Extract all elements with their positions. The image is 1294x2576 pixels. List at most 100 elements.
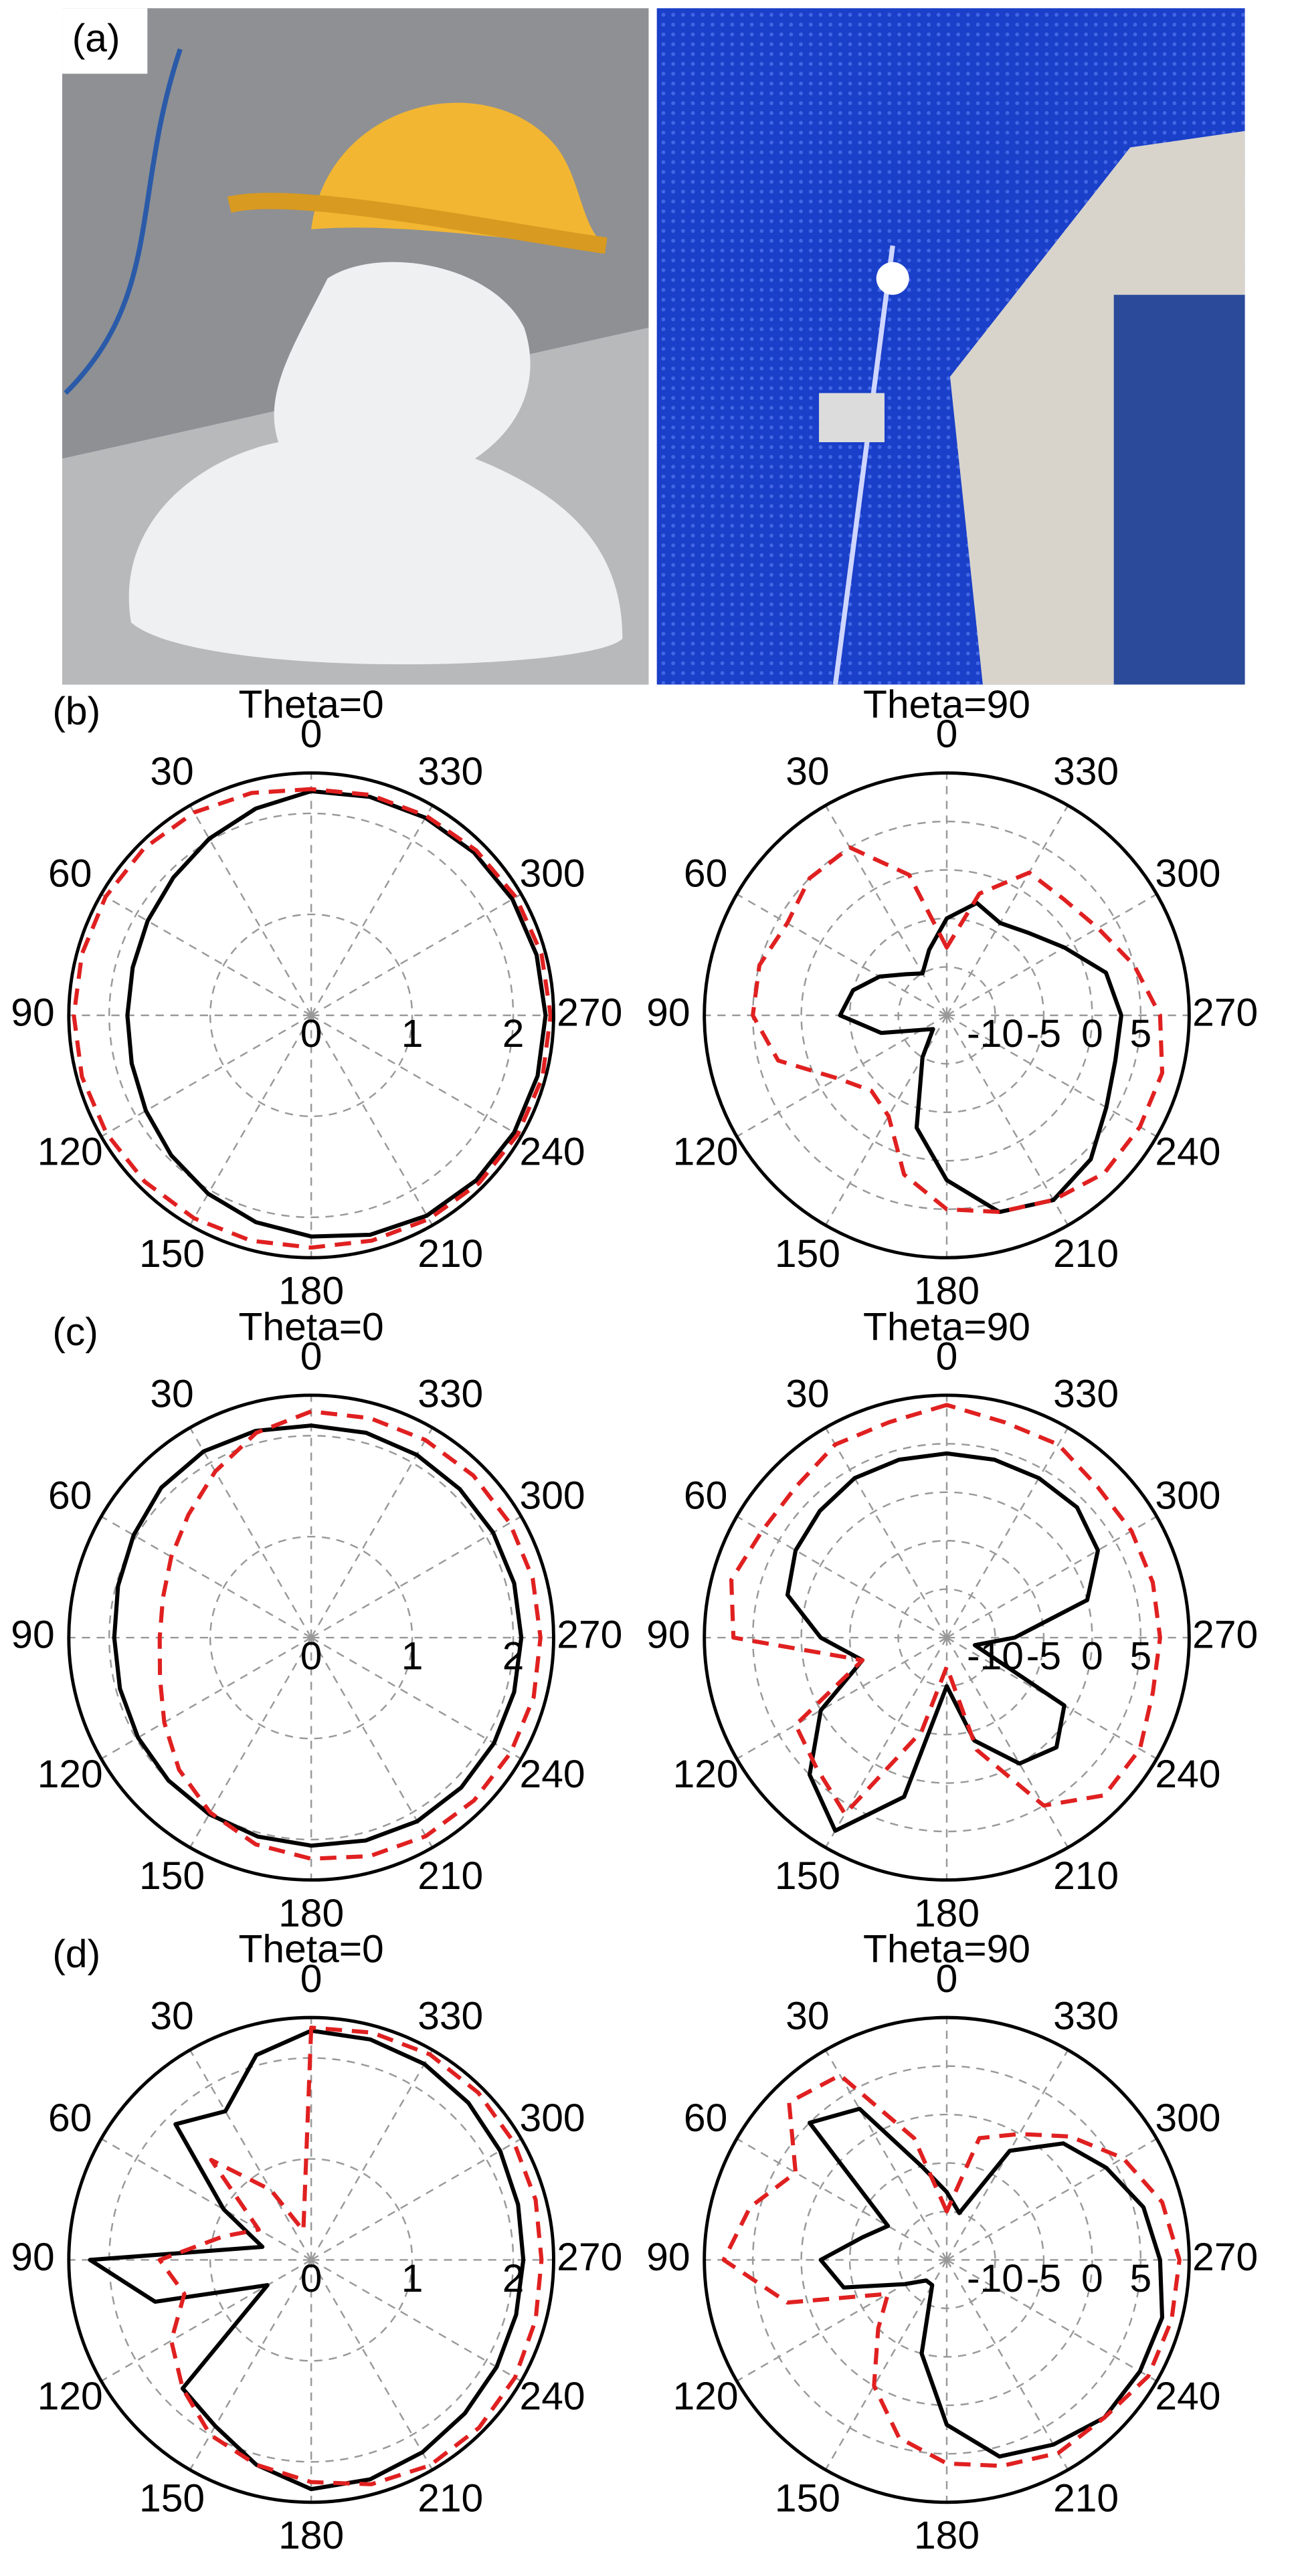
theta-tick-label: 330 xyxy=(1053,750,1119,793)
grid-spoke xyxy=(310,1015,434,1226)
grid-ring xyxy=(848,917,1045,1114)
theta-tick-label: 180 xyxy=(278,1270,344,1313)
grid-spoke xyxy=(100,893,312,1016)
theta-tick-label: 240 xyxy=(520,1753,585,1796)
theta-tick-label: 330 xyxy=(1053,1995,1119,2038)
theta-tick-label: 300 xyxy=(1155,852,1220,895)
theta-tick-label: 90 xyxy=(11,991,54,1034)
grid-spoke xyxy=(736,2259,947,2382)
theta-tick-label: 0 xyxy=(300,1957,322,2001)
grid-spoke xyxy=(824,2050,948,2261)
theta-tick-label: 210 xyxy=(418,1854,483,1898)
grid-spoke xyxy=(189,2050,312,2261)
polar-frame xyxy=(703,2015,1191,2504)
grid-spoke xyxy=(189,805,312,1016)
theta-tick-label: 0 xyxy=(936,1335,958,1379)
panel-label: (c) xyxy=(52,1310,98,1354)
grid-spoke xyxy=(824,1637,948,1848)
theta-tick-label: 120 xyxy=(37,1130,103,1173)
series-line xyxy=(157,2025,544,2486)
grid-ring xyxy=(848,1540,1045,1736)
grid-spoke xyxy=(100,2259,312,2382)
grid-spoke xyxy=(946,1014,1158,1138)
grid-spoke xyxy=(310,2259,522,2382)
theta-tick-label: 270 xyxy=(1192,991,1258,1034)
theta-tick-label: 210 xyxy=(418,1232,483,1276)
chart-title: Theta=90 xyxy=(863,1305,1030,1349)
theta-tick-label: 180 xyxy=(914,2514,980,2557)
theta-tick-label: 300 xyxy=(520,852,585,895)
theta-tick-label: 120 xyxy=(673,1130,739,1173)
polar-frame xyxy=(703,1393,1191,1882)
series-line xyxy=(838,900,1123,1214)
theta-tick-label: 120 xyxy=(37,1753,103,1796)
theta-tick-label: 60 xyxy=(684,2096,727,2140)
grid-spoke xyxy=(100,1637,312,1760)
theta-tick-label: 60 xyxy=(48,2096,92,2140)
grid-spoke xyxy=(945,1427,1069,1638)
r-tick-label: 1 xyxy=(401,2257,424,2300)
r-tick-label: 0 xyxy=(1081,2257,1103,2300)
theta-tick-label: 210 xyxy=(1053,1854,1119,1898)
grid-spoke xyxy=(189,1427,312,1638)
theta-tick-label: 180 xyxy=(278,2514,344,2557)
r-tick-label: 1 xyxy=(401,1635,424,1678)
grid-spoke xyxy=(945,2259,1069,2470)
theta-tick-label: 90 xyxy=(11,1613,54,1657)
theta-tick-label: 300 xyxy=(520,2096,585,2140)
r-tick-label: -10 xyxy=(967,1012,1024,1056)
theta-tick-label: 90 xyxy=(11,2236,54,2279)
panel-label: (b) xyxy=(52,690,100,733)
label-box xyxy=(62,8,148,74)
theta-tick-label: 330 xyxy=(418,1372,483,1415)
chart-title: Theta=0 xyxy=(239,683,384,726)
grid-ring xyxy=(800,869,1093,1162)
grid-spoke xyxy=(189,1637,312,1848)
theta-tick-label: 270 xyxy=(1192,2236,1258,2279)
theta-tick-label: 150 xyxy=(775,2476,840,2520)
series-line xyxy=(88,2028,526,2492)
series-line xyxy=(157,1409,543,1861)
grid-ring xyxy=(108,812,515,1219)
polar-frame xyxy=(703,771,1191,1260)
theta-tick-label: 0 xyxy=(300,1335,322,1379)
series-line xyxy=(112,1423,524,1848)
theta-tick-label: 270 xyxy=(557,991,622,1034)
grid-ring xyxy=(751,1443,1142,1833)
theta-tick-label: 240 xyxy=(1155,1753,1220,1796)
theta-tick-label: 240 xyxy=(520,1130,585,1173)
theta-tick-label: 60 xyxy=(684,1474,727,1518)
chart-title: Theta=90 xyxy=(863,683,1030,726)
grid-ring xyxy=(848,2162,1045,2358)
grid-spoke xyxy=(824,1427,948,1638)
chart-title: Theta=90 xyxy=(863,1928,1030,1971)
theta-tick-label: 150 xyxy=(139,2476,205,2520)
theta-tick-label: 180 xyxy=(278,1892,344,1935)
theta-tick-label: 120 xyxy=(37,2375,103,2418)
theta-tick-label: 30 xyxy=(150,1995,193,2038)
grid-spoke xyxy=(824,805,948,1016)
grid-ring xyxy=(209,913,413,1118)
theta-tick-label: 330 xyxy=(418,750,483,793)
grid-spoke xyxy=(946,2138,1158,2261)
grid-ring xyxy=(897,966,996,1065)
grid-spoke xyxy=(310,1014,522,1138)
theta-tick-label: 30 xyxy=(785,1372,829,1415)
theta-tick-label: 0 xyxy=(300,712,322,756)
r-tick-label: 5 xyxy=(1130,1635,1152,1678)
theta-tick-label: 300 xyxy=(1155,1474,1220,1518)
theta-tick-label: 60 xyxy=(48,1474,92,1518)
polar-frame xyxy=(67,771,555,1260)
theta-tick-label: 270 xyxy=(557,1613,622,1657)
grid-ring xyxy=(209,1535,413,1740)
photo-chamber xyxy=(656,8,1245,685)
grid-spoke xyxy=(310,2259,434,2470)
r-tick-label: 0 xyxy=(300,1012,322,1056)
theta-tick-label: 150 xyxy=(775,1854,840,1898)
grid-spoke xyxy=(946,2259,1158,2382)
grid-spoke xyxy=(945,1015,1069,1226)
grid-spoke xyxy=(946,1515,1158,1639)
grid-spoke xyxy=(946,893,1158,1016)
